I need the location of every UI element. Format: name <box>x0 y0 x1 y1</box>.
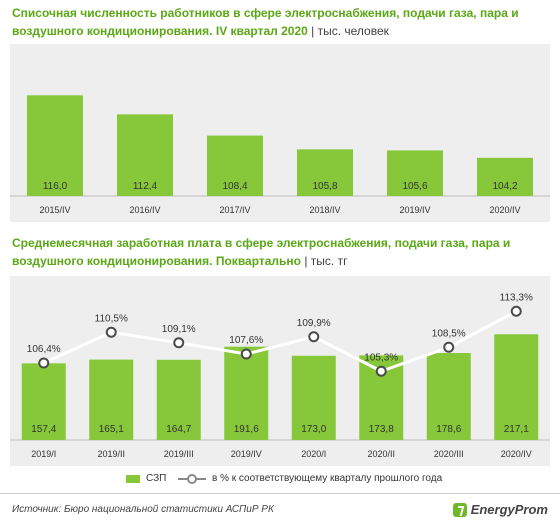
chart2-bar <box>21 363 66 440</box>
chart1-tick-label: 2018/IV <box>309 205 340 215</box>
energyprom-logo-icon <box>452 502 467 517</box>
chart1-value-label: 104,2 <box>492 181 517 192</box>
chart1-title: Списочная численность работников в сфере… <box>12 4 552 40</box>
chart2-line-value-label: 110,5% <box>95 313 128 324</box>
brand-logo: EnergyProm <box>452 502 548 517</box>
chart1-tick-label: 2017/IV <box>219 205 250 215</box>
legend-line-marker-icon <box>187 474 197 484</box>
chart2-bar-value-label: 173,8 <box>369 424 394 435</box>
chart2-tick-label: 2020/II <box>367 449 395 459</box>
chart1-bar <box>387 150 443 196</box>
chart2-line-value-label: 106,4% <box>27 344 61 355</box>
chart2-legend: СЗП в % к соответствующему кварталу прош… <box>0 473 560 487</box>
chart2-tick-label: 2020/III <box>434 449 464 459</box>
chart1-value-label: 108,4 <box>222 181 247 192</box>
chart2-bar-value-label: 165,1 <box>99 424 124 435</box>
chart1-bar <box>207 135 263 196</box>
chart1-plot: 116,0 2015/IV 112,4 2016/IV 108,4 2017/IV 105,… <box>10 95 550 215</box>
chart2-tick-label: 2019/II <box>97 449 125 459</box>
chart2-bar-value-label: 191,6 <box>234 424 259 435</box>
chart2-line-value-label: 105,3% <box>364 352 398 363</box>
chart1-bar <box>477 157 533 196</box>
chart2-tick-label: 2020/IV <box>501 449 532 459</box>
chart2-bar <box>291 355 336 440</box>
source-note: Источник: Бюро национальной статистики А… <box>12 504 274 515</box>
chart1-tick-label: 2019/IV <box>399 205 430 215</box>
chart1-unit: | тыс. человек <box>311 24 389 38</box>
chart2-line-point <box>510 305 522 317</box>
chart2-bar-value-label: 164,7 <box>166 424 191 435</box>
footer: Источник: Бюро национальной статистики А… <box>0 493 560 530</box>
chart2-bar <box>494 334 539 440</box>
chart1-title-text: Списочная численность работников в сфере… <box>12 6 519 38</box>
chart2-line-value-label: 108,5% <box>432 328 466 339</box>
chart2-bar-value-label: 173,0 <box>301 424 326 435</box>
chart2-line-point <box>105 326 117 338</box>
chart1-panel: 116,0 2015/IV 112,4 2016/IV 108,4 2017/IV 105,… <box>10 44 550 222</box>
chart1-value-label: 105,8 <box>312 181 337 192</box>
chart2-bar <box>426 353 471 440</box>
chart2-line-value-label: 107,6% <box>229 335 263 346</box>
chart2-line-value-label: 113,3% <box>500 292 533 303</box>
chart2-plot: 157,4 2019/I 165,1 2019/II 164,7 2019/III 191,… <box>10 292 550 459</box>
chart2-tick-label: 2019/IV <box>231 449 262 459</box>
chart2-line-point <box>173 337 185 349</box>
chart2-bar <box>156 359 201 440</box>
legend-line-label: в % к соответствующему кварталу прошлого… <box>212 473 443 484</box>
chart2-bar-value-label: 217,1 <box>504 424 529 435</box>
chart1-tick-label: 2015/IV <box>39 205 70 215</box>
chart1-value-label: 112,4 <box>133 181 158 192</box>
chart2-tick-label: 2019/III <box>164 449 194 459</box>
chart2-line-point <box>375 365 387 377</box>
chart1-tick-label: 2016/IV <box>129 205 160 215</box>
chart2-tick-label: 2019/I <box>31 449 56 459</box>
chart1-value-label: 116,0 <box>43 181 68 192</box>
chart2-line-point <box>240 348 252 360</box>
chart2-unit: | тыс. тг <box>304 254 348 268</box>
legend-bar-swatch <box>126 475 140 483</box>
chart2-line-point <box>443 341 455 353</box>
chart1-bar <box>117 114 173 196</box>
chart2-title: Среднемесячная заработная плата в сфере … <box>12 234 552 270</box>
chart2-line-point <box>38 357 50 369</box>
chart2-panel: 157,4 2019/I 165,1 2019/II 164,7 2019/III 191,… <box>10 276 550 466</box>
legend-bar-label: СЗП <box>146 473 167 484</box>
chart1-bar <box>297 149 353 196</box>
chart2-bar-value-label: 178,6 <box>436 424 461 435</box>
chart1-bar <box>27 95 83 196</box>
chart2-bar-value-label: 157,4 <box>31 424 56 435</box>
chart2-bar <box>89 359 134 440</box>
chart2-title-text: Среднемесячная заработная плата в сфере … <box>12 236 511 268</box>
chart2-line-value-label: 109,1% <box>162 324 196 335</box>
chart2-tick-label: 2020/I <box>301 449 326 459</box>
chart2-percent-line <box>43 309 517 373</box>
brand-name: EnergyProm <box>470 502 548 517</box>
chart1-tick-label: 2020/IV <box>489 205 520 215</box>
chart1-value-label: 105,6 <box>402 181 427 192</box>
chart2-line-point <box>308 331 320 343</box>
chart2-line-value-label: 109,9% <box>297 318 331 329</box>
chart2-bar <box>224 346 269 440</box>
